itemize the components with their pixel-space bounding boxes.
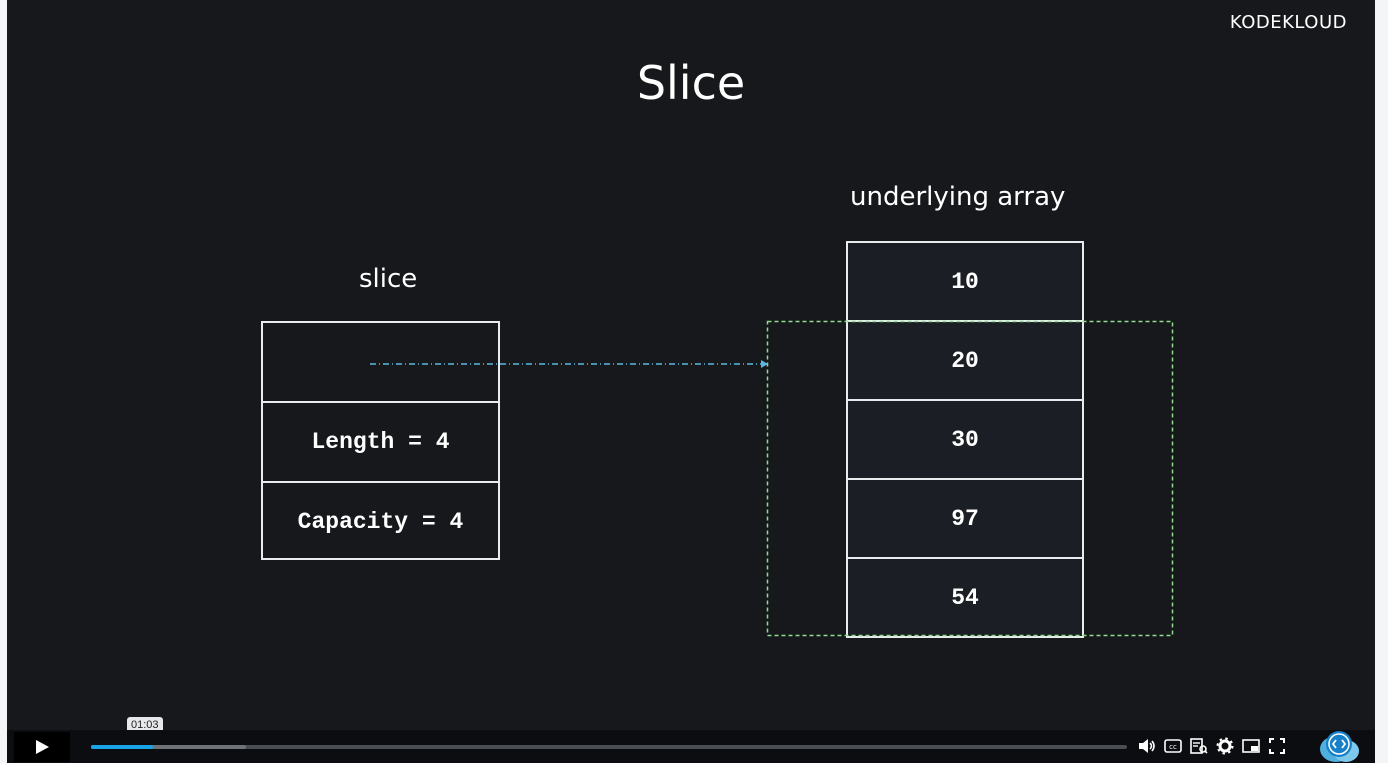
slice-label: slice — [359, 264, 418, 294]
play-icon — [36, 740, 49, 754]
buffered-bar — [91, 745, 246, 749]
seek-bar[interactable] — [91, 745, 1127, 749]
fullscreen-icon[interactable] — [1268, 737, 1286, 755]
kodekloud-assistant-button[interactable] — [1318, 727, 1360, 763]
diagram-overlay — [370, 320, 1174, 637]
array-element: 97 — [848, 480, 1082, 559]
control-icons: cc — [1138, 737, 1286, 755]
video-controls: cc — [7, 730, 1375, 763]
pointer-arrow-head — [761, 360, 768, 368]
slice-pointer-field — [263, 323, 498, 403]
seek-time-tooltip: 01:03 — [127, 717, 163, 733]
played-bar — [91, 745, 154, 749]
picture-in-picture-icon[interactable] — [1242, 737, 1260, 755]
slide-title: Slice — [636, 56, 746, 110]
left-frame — [0, 0, 7, 763]
video-slide: KODEKLOUD Slice slice underlying array L… — [7, 0, 1375, 730]
underlying-array-box: 10 20 30 97 54 — [846, 241, 1084, 638]
transcript-icon[interactable] — [1190, 737, 1208, 755]
right-frame — [1375, 0, 1388, 763]
svg-text:cc: cc — [1169, 743, 1177, 751]
slice-capacity-field: Capacity = 4 — [297, 509, 464, 535]
array-element: 20 — [848, 322, 1082, 401]
settings-icon[interactable] — [1216, 737, 1234, 755]
underlying-array-label: underlying array — [850, 182, 1066, 212]
array-element: 54 — [951, 584, 979, 611]
play-button[interactable] — [14, 732, 70, 762]
array-element: 30 — [848, 401, 1082, 480]
volume-icon[interactable] — [1138, 737, 1156, 755]
captions-icon[interactable]: cc — [1164, 737, 1182, 755]
kodekloud-logo: KODEKLOUD — [1229, 12, 1347, 33]
slice-window-outline — [766, 320, 1174, 637]
slice-length-field: Length = 4 — [263, 403, 498, 483]
slice-header-box: Length = 4 Capacity = 4 — [261, 321, 500, 560]
